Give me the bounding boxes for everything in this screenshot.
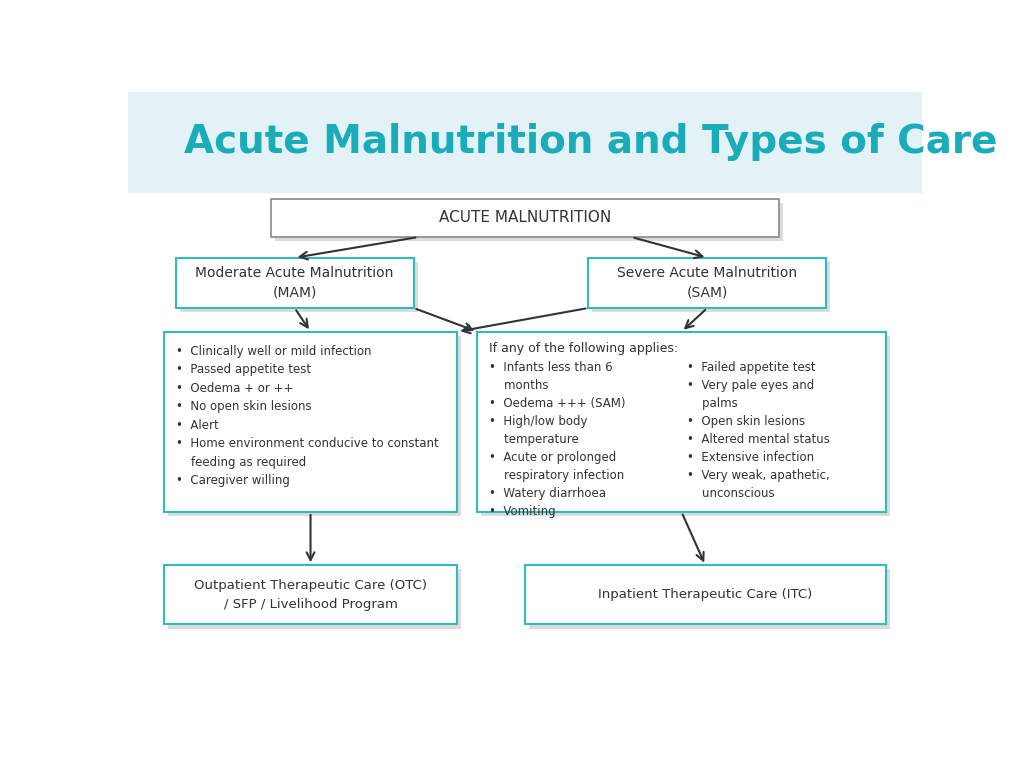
Bar bbox=[168, 336, 461, 516]
Text: Inpatient Therapeutic Care (ITC): Inpatient Therapeutic Care (ITC) bbox=[598, 588, 812, 601]
Text: •  Clinically well or mild infection
•  Passed appetite test
•  Oedema + or ++
•: • Clinically well or mild infection • Pa… bbox=[176, 345, 439, 487]
Text: Acute Malnutrition and Types of Care: Acute Malnutrition and Types of Care bbox=[183, 124, 997, 161]
Bar bbox=[164, 332, 458, 512]
Text: Outpatient Therapeutic Care (OTC)
/ SFP / Livelihood Program: Outpatient Therapeutic Care (OTC) / SFP … bbox=[194, 579, 427, 611]
Bar bbox=[179, 262, 418, 312]
Bar bbox=[588, 258, 826, 308]
Text: •  Infants less than 6
    months
•  Oedema +++ (SAM)
•  High/low body
    tempe: • Infants less than 6 months • Oedema ++… bbox=[489, 361, 626, 518]
Bar bbox=[524, 565, 886, 624]
Bar bbox=[168, 569, 461, 628]
Bar bbox=[592, 262, 830, 312]
Text: •  Failed appetite test
•  Very pale eyes and
    palms
•  Open skin lesions
•  : • Failed appetite test • Very pale eyes … bbox=[687, 361, 830, 500]
Bar bbox=[528, 569, 890, 628]
Text: ACUTE MALNUTRITION: ACUTE MALNUTRITION bbox=[438, 210, 611, 225]
Bar bbox=[477, 332, 886, 512]
Bar bbox=[270, 199, 779, 237]
Bar bbox=[481, 336, 890, 516]
Bar bbox=[164, 565, 458, 624]
Bar bbox=[128, 92, 922, 193]
Text: If any of the following applies:: If any of the following applies: bbox=[489, 343, 678, 356]
Bar bbox=[274, 203, 782, 241]
Bar bbox=[176, 258, 414, 308]
Text: Moderate Acute Malnutrition
(MAM): Moderate Acute Malnutrition (MAM) bbox=[196, 266, 394, 300]
Text: Severe Acute Malnutrition
(SAM): Severe Acute Malnutrition (SAM) bbox=[617, 266, 798, 300]
